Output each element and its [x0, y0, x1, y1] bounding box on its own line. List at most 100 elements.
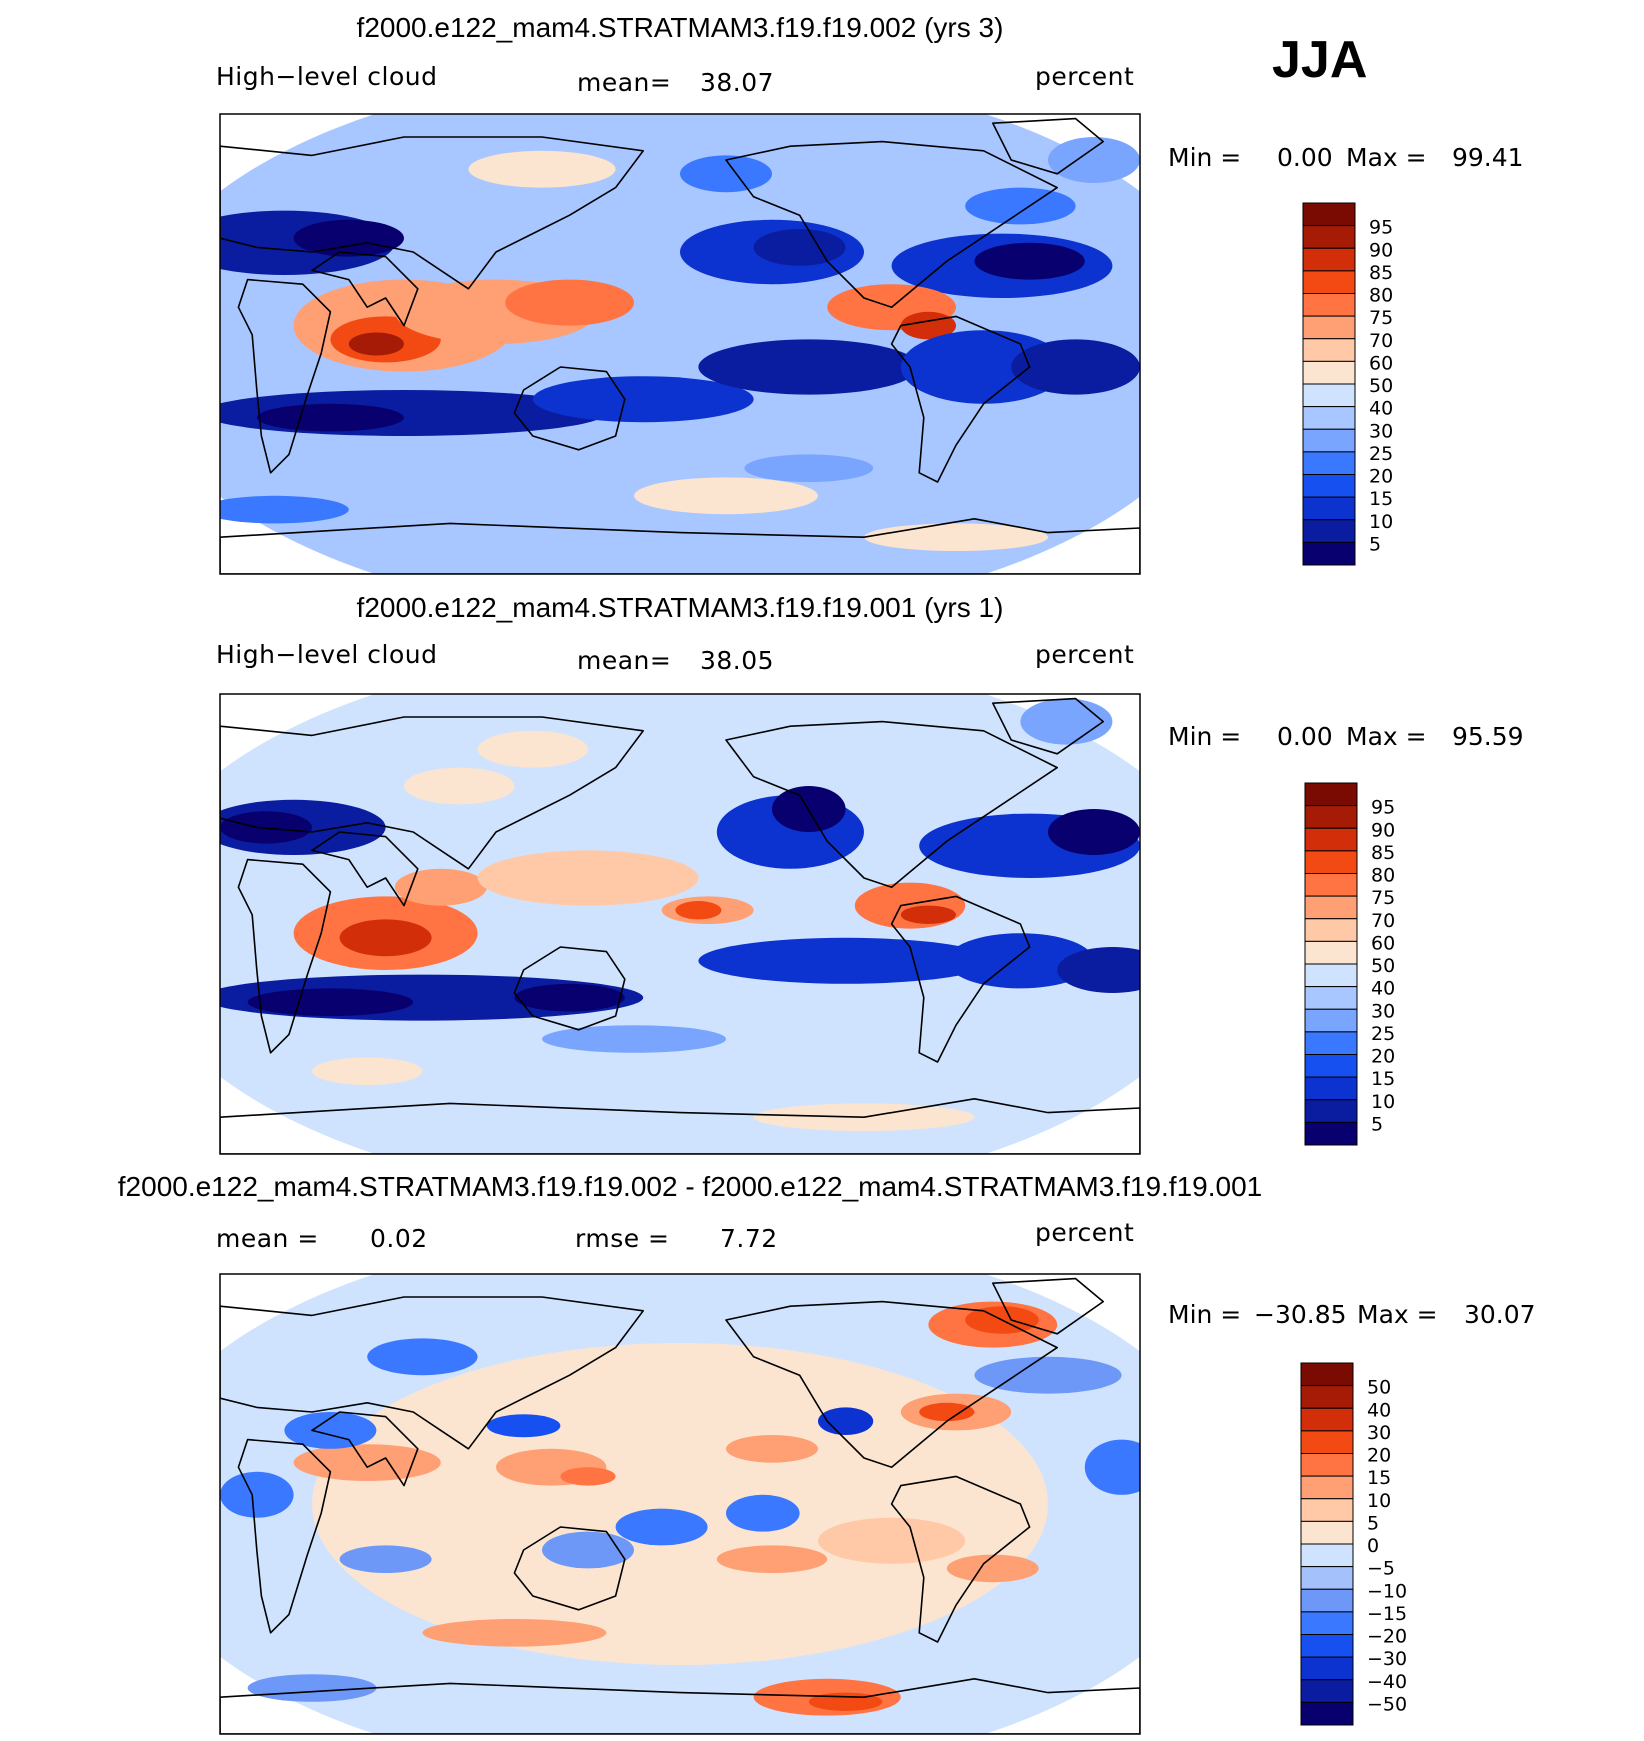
colorbar-tick-label: 90: [1369, 239, 1393, 261]
colorbar-swatch: [1304, 850, 1358, 874]
colorbar-swatch: [1300, 1453, 1354, 1477]
colorbar-swatch: [1304, 895, 1358, 920]
colorbar-swatch: [1304, 986, 1358, 1010]
colorbar-tick-label: 85: [1369, 262, 1393, 284]
colorbar-tick-label: 50: [1371, 955, 1395, 977]
panel-1-mean-value: 38.07: [700, 68, 775, 97]
field-region: [675, 901, 722, 920]
field-region: [477, 850, 699, 906]
colorbar-swatch: [1300, 1611, 1354, 1635]
colorbar-tick-label: 70: [1371, 910, 1395, 932]
panel-2-units: percent: [1035, 640, 1135, 669]
panel-1-max-value: 99.41: [1452, 143, 1524, 172]
panel-2-min-value: 0.00: [1277, 722, 1333, 751]
colorbar-swatch: [1300, 1656, 1354, 1681]
field-region: [468, 150, 616, 188]
colorbar-tick-label: 90: [1371, 819, 1395, 841]
field-region: [900, 905, 957, 924]
field-region: [293, 1444, 441, 1481]
colorbar-tick-label: −5: [1367, 1558, 1395, 1580]
field-region: [486, 1414, 561, 1438]
coastline: [513, 366, 626, 451]
colorbar-swatch: [1300, 1566, 1354, 1590]
colorbar-swatch: [1302, 293, 1356, 317]
field-region: [818, 1517, 966, 1564]
panel-3-title: f2000.e122_mam4.STRATMAM3.f19.f19.002 - …: [117, 1171, 1263, 1202]
field-region: [744, 454, 874, 483]
field-region: [946, 933, 1094, 989]
colorbar-tick-label: −10: [1367, 1580, 1407, 1602]
colorbar-swatch: [1304, 805, 1358, 829]
field-region: [900, 330, 1067, 404]
panel-2-map: [219, 693, 1141, 1155]
colorbar-swatch: [1304, 1121, 1358, 1146]
coastline: [220, 1296, 645, 1450]
coastline: [991, 1277, 1104, 1335]
colorbar-tick-label: 20: [1367, 1445, 1391, 1467]
coastline: [311, 1411, 419, 1487]
coastline: [890, 315, 1031, 483]
coastline: [513, 1526, 626, 1611]
coastline: [237, 1438, 332, 1634]
field-region: [634, 477, 818, 515]
field-region: [220, 1471, 294, 1518]
coastline: [220, 517, 1140, 574]
panel-1-max-label: Max =: [1346, 143, 1427, 172]
colorbar-tick-label: 15: [1367, 1467, 1391, 1489]
panel-2-mean-value: 38.05: [700, 646, 775, 675]
field-region: [477, 730, 588, 768]
field-region: [818, 1407, 874, 1435]
map-frame: [219, 1273, 1141, 1735]
colorbar-swatch: [1304, 1054, 1358, 1078]
panel-2-mean-label: mean=: [577, 646, 672, 675]
colorbar-swatch: [1302, 225, 1356, 249]
colorbar-swatch: [1304, 963, 1358, 988]
panel-3-mean-label: mean =: [216, 1224, 319, 1253]
panel-1-units: percent: [1035, 62, 1135, 91]
colorbar-swatch: [1302, 338, 1356, 362]
colorbar-swatch: [1304, 940, 1358, 965]
field-region: [680, 155, 772, 193]
field-region: [974, 242, 1085, 280]
colorbar-tick-label: 75: [1369, 307, 1393, 329]
colorbar-tick-label: 10: [1367, 1490, 1391, 1512]
colorbar-tick-label: 5: [1371, 1113, 1383, 1135]
coastline: [237, 278, 332, 474]
field-region: [1048, 809, 1140, 855]
panel-1-map: [219, 113, 1141, 575]
panel-3-max-value: 30.07: [1464, 1300, 1536, 1329]
field-region: [422, 1619, 607, 1647]
colorbar-swatch: [1302, 519, 1356, 543]
panel-1-mean-label: mean=: [577, 68, 672, 97]
coastline: [725, 1300, 1058, 1468]
field-region: [394, 868, 487, 906]
colorbar-swatch: [1304, 1099, 1358, 1123]
field-region: [293, 219, 404, 257]
panel-3-max-label: Max =: [1357, 1300, 1438, 1329]
coastline: [220, 1678, 1140, 1734]
colorbar-tick-label: 0: [1367, 1535, 1379, 1557]
colorbar-tick-label: 80: [1371, 865, 1395, 887]
colorbar-swatch: [1300, 1475, 1354, 1500]
colorbar-tick-label: 50: [1369, 375, 1393, 397]
colorbar-tick-label: 40: [1367, 1399, 1391, 1421]
field-region: [542, 1531, 634, 1569]
coastline: [220, 1098, 1140, 1154]
colorbar-swatch: [1302, 202, 1356, 227]
colorbar-tick-label: 95: [1369, 217, 1393, 239]
colorbar-tick-label: 5: [1367, 1512, 1379, 1534]
colorbar-swatch: [1300, 1634, 1354, 1658]
colorbar-tick-label: 95: [1371, 797, 1395, 819]
colorbar-tick-label: −20: [1367, 1626, 1407, 1648]
panel-2-min-label: Min =: [1168, 722, 1242, 751]
field-region: [256, 403, 404, 432]
field-region: [1057, 947, 1140, 993]
panel-3-units: percent: [1035, 1218, 1135, 1247]
field-region: [312, 1057, 423, 1085]
colorbar-swatch: [1304, 827, 1358, 852]
field-region: [367, 1338, 478, 1376]
colorbar-tick-label: 25: [1371, 1023, 1395, 1045]
coastline: [890, 1475, 1031, 1643]
colorbar-tick-label: 25: [1369, 443, 1393, 465]
field-region: [1011, 339, 1140, 395]
